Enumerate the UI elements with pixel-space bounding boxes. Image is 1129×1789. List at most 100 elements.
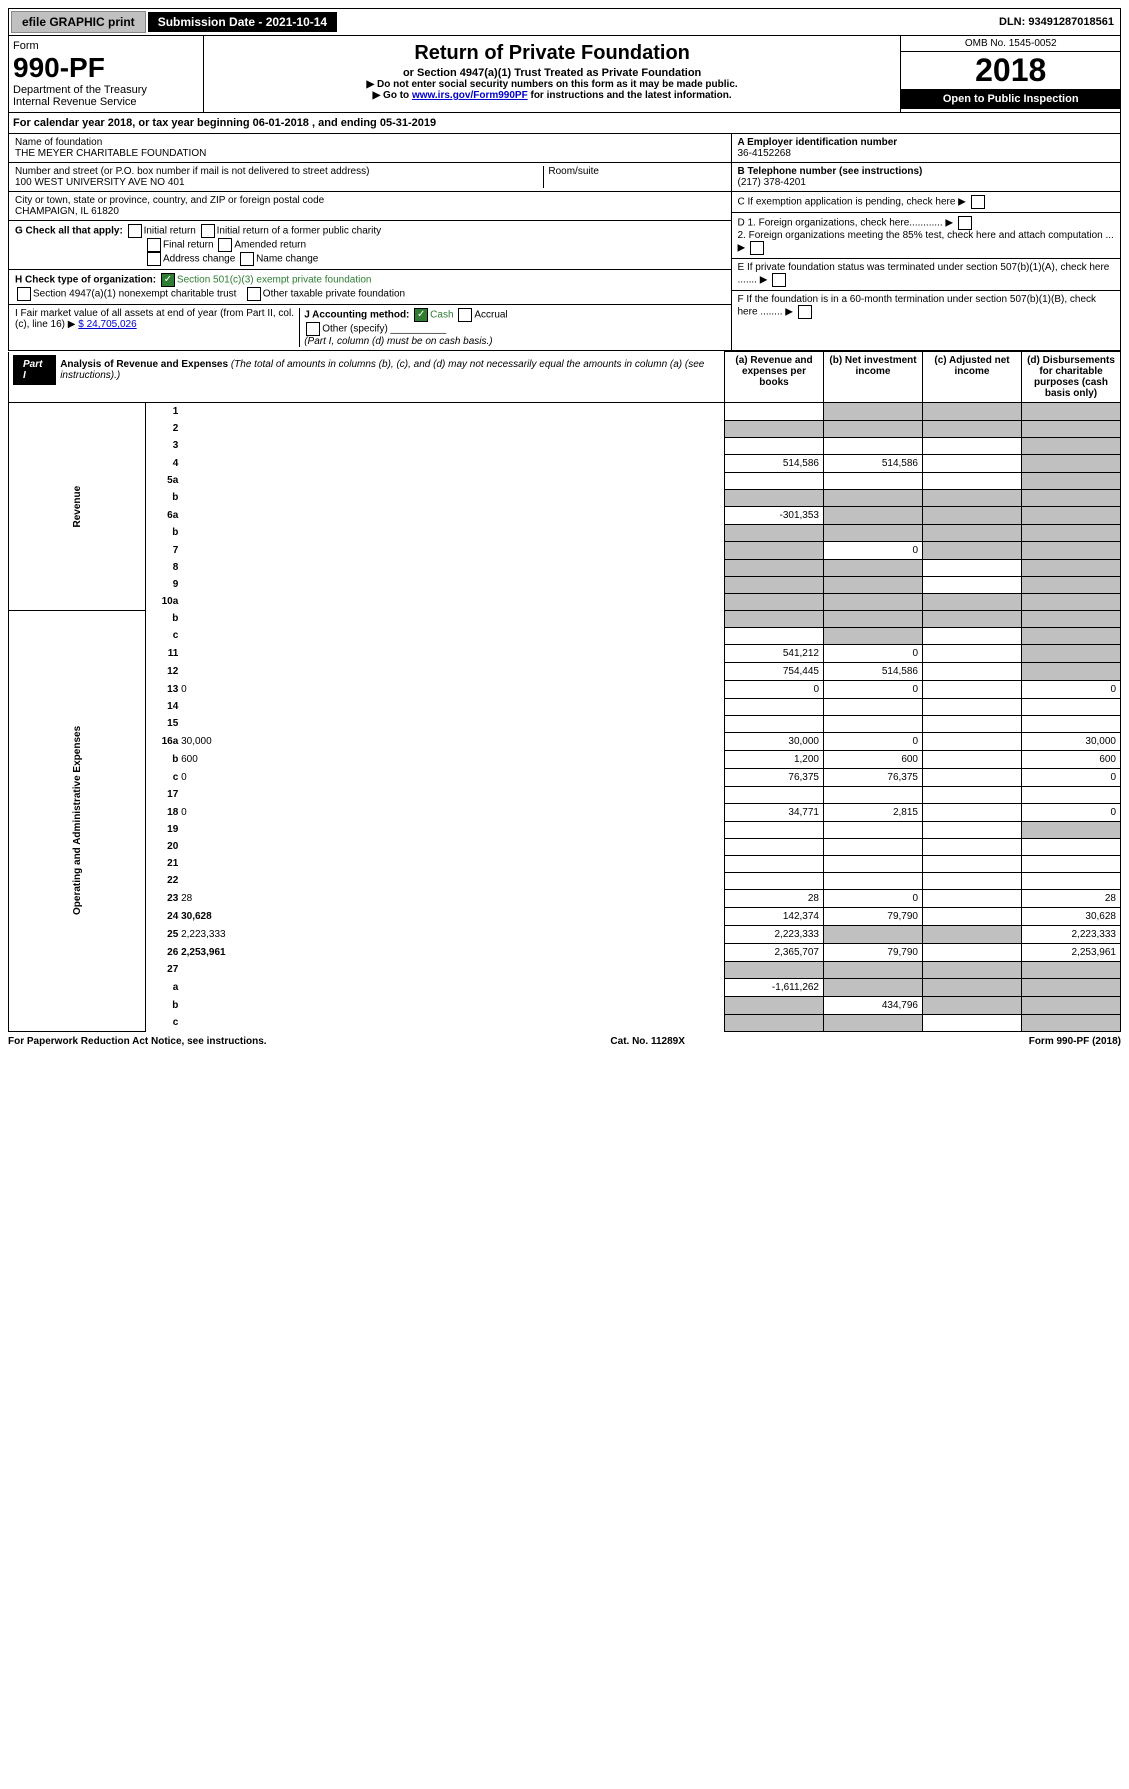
cell-c xyxy=(923,698,1022,715)
footer-mid: Cat. No. 11289X xyxy=(610,1036,684,1047)
cell-b xyxy=(824,576,923,593)
accrual-checkbox[interactable] xyxy=(458,308,472,322)
cell-d xyxy=(1022,489,1121,506)
F-cell: F If the foundation is in a 60-month ter… xyxy=(732,291,1121,322)
table-row: 9 xyxy=(9,576,1121,593)
table-row: c 076,37576,3750 xyxy=(9,768,1121,786)
form-subtitle: or Section 4947(a)(1) Trust Treated as P… xyxy=(208,67,897,79)
cell-c xyxy=(923,420,1022,437)
cell-d: 0 xyxy=(1022,680,1121,698)
cell-d: 2,253,961 xyxy=(1022,943,1121,961)
501c3-checkbox[interactable]: ✓ xyxy=(161,273,175,287)
cell-c xyxy=(923,576,1022,593)
table-row: b 6001,200600600 xyxy=(9,750,1121,768)
row-desc: 5a xyxy=(146,472,725,489)
cell-c xyxy=(923,750,1022,768)
cell-c xyxy=(923,644,1022,662)
cell-a xyxy=(725,403,824,421)
cell-a: 514,586 xyxy=(725,454,824,472)
cell-b: 0 xyxy=(824,680,923,698)
other-method-checkbox[interactable] xyxy=(306,322,320,336)
other-taxable-checkbox[interactable] xyxy=(247,287,261,301)
J-label: J Accounting method: xyxy=(304,310,409,321)
address: 100 WEST UNIVERSITY AVE NO 401 xyxy=(15,177,543,188)
row-desc: b xyxy=(146,610,725,627)
part1-tag: Part I xyxy=(13,355,56,385)
table-row: 17 xyxy=(9,786,1121,803)
cell-a xyxy=(725,472,824,489)
irs-link[interactable]: www.irs.gov/Form990PF xyxy=(412,90,528,101)
form-header: Form 990-PF Department of the Treasury I… xyxy=(8,36,1121,113)
opt-name: Name change xyxy=(256,254,318,265)
cell-d xyxy=(1022,437,1121,454)
E-checkbox[interactable] xyxy=(772,273,786,287)
D1-label: D 1. Foreign organizations, check here..… xyxy=(738,218,943,229)
opt-4947: Section 4947(a)(1) nonexempt charitable … xyxy=(33,289,236,300)
phone: (217) 378-4201 xyxy=(738,177,806,188)
cell-d xyxy=(1022,541,1121,559)
cash-checkbox[interactable]: ✓ xyxy=(414,308,428,322)
D1-checkbox[interactable] xyxy=(958,216,972,230)
table-row: 22 xyxy=(9,872,1121,889)
cell-b: 2,815 xyxy=(824,803,923,821)
initial-return-checkbox[interactable] xyxy=(128,224,142,238)
room-label: Room/suite xyxy=(548,166,724,177)
cell-c xyxy=(923,506,1022,524)
table-row: c xyxy=(9,1014,1121,1031)
opt-initial: Initial return xyxy=(144,226,196,237)
opt-501c3: Section 501(c)(3) exempt private foundat… xyxy=(177,275,372,286)
amended-checkbox[interactable] xyxy=(218,238,232,252)
C-checkbox[interactable] xyxy=(971,195,985,209)
table-row: 12 754,445514,586 xyxy=(9,662,1121,680)
cell-b xyxy=(824,925,923,943)
D2-checkbox[interactable] xyxy=(750,241,764,255)
expenses-label: Operating and Administrative Expenses xyxy=(9,610,146,1031)
cell-b xyxy=(824,961,923,978)
cell-b xyxy=(824,627,923,644)
cell-d xyxy=(1022,786,1121,803)
cal-end: 05-31-2019 xyxy=(380,117,436,129)
table-row: 3 xyxy=(9,437,1121,454)
F-checkbox[interactable] xyxy=(798,305,812,319)
cell-d xyxy=(1022,961,1121,978)
cell-d xyxy=(1022,662,1121,680)
row-desc: 1 xyxy=(146,403,725,421)
cell-a: 28 xyxy=(725,889,824,907)
initial-former-checkbox[interactable] xyxy=(201,224,215,238)
address-change-checkbox[interactable] xyxy=(147,252,161,266)
revenue-label: Revenue xyxy=(9,403,146,611)
table-row: 7 0 xyxy=(9,541,1121,559)
cell-a xyxy=(725,627,824,644)
cell-c xyxy=(923,610,1022,627)
row-desc: 7 xyxy=(146,541,725,559)
cell-d xyxy=(1022,454,1121,472)
cell-d: 0 xyxy=(1022,768,1121,786)
name-change-checkbox[interactable] xyxy=(240,252,254,266)
cell-a xyxy=(725,698,824,715)
cell-b: 0 xyxy=(824,732,923,750)
table-row: 24 30,628142,37479,79030,628 xyxy=(9,907,1121,925)
row-desc: 17 xyxy=(146,786,725,803)
cell-b xyxy=(824,715,923,732)
cell-b xyxy=(824,698,923,715)
cell-c xyxy=(923,680,1022,698)
cell-d xyxy=(1022,506,1121,524)
cell-b: 0 xyxy=(824,644,923,662)
cell-b: 514,586 xyxy=(824,662,923,680)
final-return-checkbox[interactable] xyxy=(147,238,161,252)
row-desc: 24 30,628 xyxy=(146,907,725,925)
4947-checkbox[interactable] xyxy=(17,287,31,301)
J-accrual: Accrual xyxy=(474,310,507,321)
cell-b xyxy=(824,524,923,541)
J-cash: Cash xyxy=(430,310,453,321)
cell-a xyxy=(725,821,824,838)
address-cell: Number and street (or P.O. box number if… xyxy=(9,163,731,192)
cell-b: 434,796 xyxy=(824,996,923,1014)
table-row: 8 xyxy=(9,559,1121,576)
header-left: Form 990-PF Department of the Treasury I… xyxy=(9,36,204,112)
cell-b: 79,790 xyxy=(824,943,923,961)
cell-c xyxy=(923,593,1022,610)
table-row: 26 2,253,9612,365,70779,7902,253,961 xyxy=(9,943,1121,961)
cell-d xyxy=(1022,821,1121,838)
efile-button[interactable]: efile GRAPHIC print xyxy=(11,11,146,33)
